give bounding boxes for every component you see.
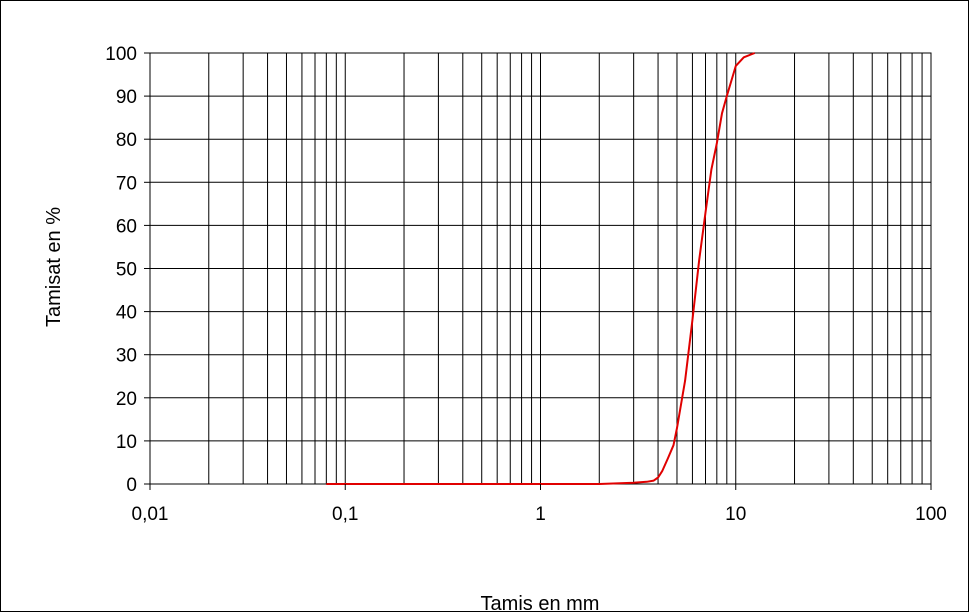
y-tick-label: 40 (116, 303, 137, 324)
y-tick-label: 30 (116, 346, 137, 367)
x-tick-label: 10 (725, 504, 746, 525)
y-tick-label: 80 (116, 130, 137, 151)
x-axis-title: Tamis en mm (481, 593, 600, 613)
y-tick-label: 50 (116, 260, 137, 281)
y-tick-label: 100 (105, 44, 137, 65)
y-axis-ticks: 0 10 20 30 40 50 60 70 80 90 100 (105, 44, 150, 496)
x-tick-label: 0,01 (132, 504, 169, 525)
x-tick-label: 0,1 (332, 504, 358, 525)
x-axis-ticks: 0,01 0,1 1 10 100 (132, 484, 947, 525)
y-tick-label: 60 (116, 216, 137, 237)
y-tick-label: 70 (116, 173, 137, 194)
y-tick-label: 20 (116, 389, 137, 410)
grid (150, 53, 931, 484)
x-tick-label: 1 (535, 504, 546, 525)
x-tick-label: 100 (915, 504, 947, 525)
y-axis-title: Tamisat en % (43, 207, 65, 327)
y-tick-label: 0 (126, 475, 137, 496)
y-tick-label: 90 (116, 87, 137, 108)
y-tick-label: 10 (116, 432, 137, 453)
